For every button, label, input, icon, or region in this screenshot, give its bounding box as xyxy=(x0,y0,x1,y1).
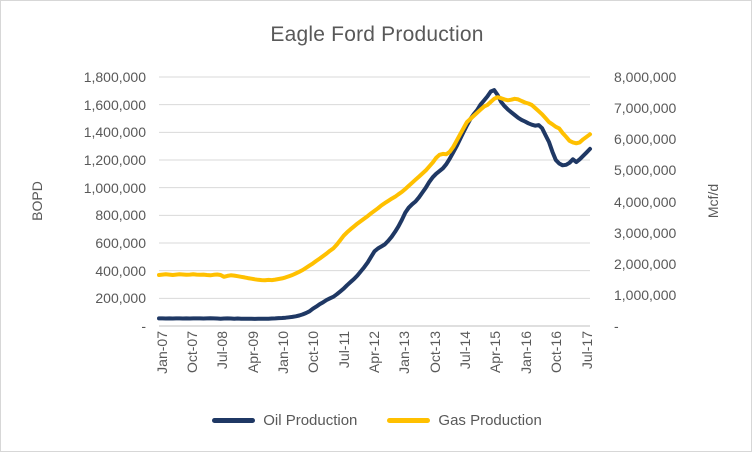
y-left-tick-label: 1,000,000 xyxy=(83,179,146,196)
y-right-tick-label: 6,000,000 xyxy=(614,131,677,148)
y-left-tick-label: 600,000 xyxy=(95,235,146,251)
legend-label-oil: Oil Production xyxy=(263,411,358,429)
gridlines xyxy=(159,76,590,327)
series-lines xyxy=(157,88,592,321)
x-tick-label: Apr-09 xyxy=(244,331,261,374)
legend: Oil Production Gas Production xyxy=(1,407,751,433)
y-left-tick-label: 400,000 xyxy=(95,262,146,279)
x-tick-label: Oct-16 xyxy=(548,331,565,374)
y-left-tick-label: 1,400,000 xyxy=(83,124,146,141)
y-left-tick-label: 1,800,000 xyxy=(83,69,146,85)
x-tick-label: Oct-13 xyxy=(426,331,443,374)
x-tick-label: Jul-11 xyxy=(335,331,352,369)
x-tick-label: Jan-10 xyxy=(274,331,291,374)
x-tick-label: Jul-14 xyxy=(457,331,474,370)
y-left-tick-label: 1,600,000 xyxy=(83,96,146,113)
y-right-tick-label: 2,000,000 xyxy=(614,255,677,272)
x-tick-label: Apr-15 xyxy=(487,331,504,374)
y-left-tick-label: 200,000 xyxy=(95,290,146,307)
x-tick-label: Oct-07 xyxy=(183,331,200,374)
y-right-tick-label: - xyxy=(614,318,619,334)
oil-line-swatch xyxy=(212,417,256,423)
gas-line-swatch xyxy=(387,417,431,423)
x-tick-label: Jul-08 xyxy=(214,331,231,370)
y-right-tick-label: 8,000,000 xyxy=(614,69,677,85)
oil-production-line xyxy=(157,88,592,321)
right-axis-title: Mcf/d xyxy=(705,184,721,218)
legend-label-gas: Gas Production xyxy=(438,411,542,429)
x-tick-label: Jan-16 xyxy=(517,331,534,374)
y-left-tick-label: 1,200,000 xyxy=(83,152,146,168)
legend-item-oil: Oil Production xyxy=(212,412,357,429)
x-tick-label: Jan-13 xyxy=(396,331,413,374)
y-right-tick-label: 3,000,000 xyxy=(614,224,677,241)
y-right-tick-label: 7,000,000 xyxy=(614,100,677,117)
y-right-tick-label: 4,000,000 xyxy=(614,193,677,210)
y-right-tick-label: 1,000,000 xyxy=(614,286,677,303)
y-left-tick-label: 800,000 xyxy=(95,207,146,224)
left-axis-title: BOPD xyxy=(29,181,45,221)
legend-item-gas: Gas Production xyxy=(387,411,542,429)
x-tick-label: Jan-07 xyxy=(153,331,170,374)
gas-production-line xyxy=(157,95,592,283)
y-right-tick-label: 5,000,000 xyxy=(614,162,677,179)
chart-title: Eagle Ford Production xyxy=(270,23,484,46)
x-tick-label: Oct-10 xyxy=(305,331,322,374)
x-tick-label: Jul-17 xyxy=(578,331,595,370)
y-left-tick-label: - xyxy=(141,318,146,334)
x-tick-label: Apr-12 xyxy=(366,331,382,374)
